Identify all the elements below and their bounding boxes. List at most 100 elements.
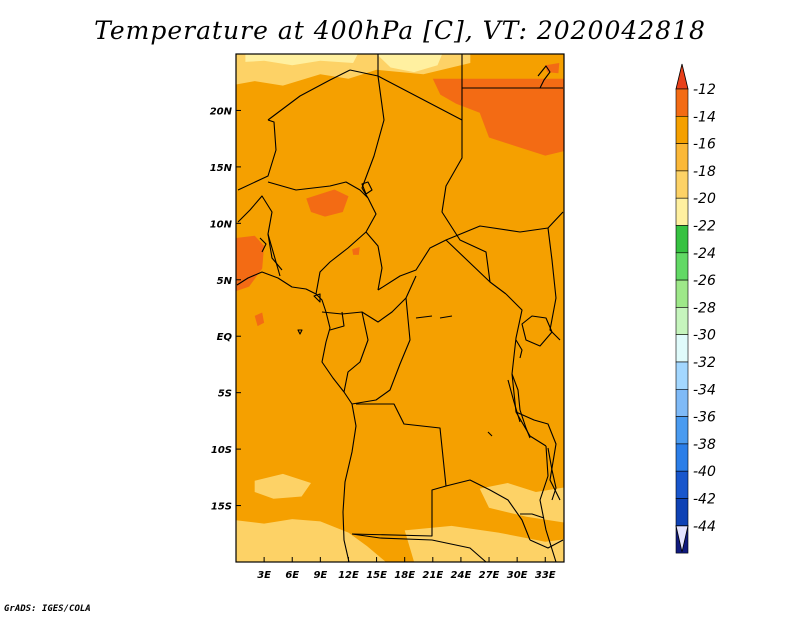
colorbar-swatch [675,143,689,172]
border-niger-chad [361,75,385,199]
colorbar-top-arrow [675,63,689,90]
x-tick-label: 15E [366,570,387,581]
colorbar-label: -42 [693,492,716,508]
y-tick-label: EQ [217,332,233,343]
border-congo [343,311,369,393]
border-tanzania [515,411,561,501]
y-tick-label: 5S [218,389,232,400]
lake-chad [361,181,373,195]
country-borders [236,54,564,563]
colorbar-label: -34 [693,382,716,398]
colorbar-label: -28 [693,300,716,316]
colorbar-bottom-arrow [675,525,689,552]
colorbar-label: -38 [693,437,716,453]
colorbar-label: -14 [693,109,716,125]
colorbar-label: -44 [693,519,716,535]
colorbar-swatch [675,170,689,199]
x-tick-label: 21E [422,570,443,581]
cool-patch-sw [254,473,311,499]
warm-speck-2 [352,247,360,255]
colorbar-label: -22 [693,219,716,235]
colorbar-swatch [675,498,689,527]
colorbar-label: -30 [693,328,716,344]
border-namibia [351,533,487,563]
coastline-west-africa [236,271,357,563]
border-angola [351,403,447,537]
colorbar-swatch [675,88,689,117]
lake-volta [259,237,267,253]
x-tick-label: 30E [507,570,528,581]
border-drc-north [351,297,411,405]
lake-victoria [521,315,553,347]
colorbar-label: -36 [693,410,716,426]
grads-credit: GrADS: IGES/COLA [4,604,91,614]
colorbar-label: -24 [693,246,716,262]
island-bioko [313,293,321,303]
border-benin-togo [267,233,281,277]
colorbar-swatch [675,443,689,472]
river-congo-marks [415,315,453,319]
temperature-field [236,54,564,562]
cool-patch-s [404,525,564,562]
colorbar-swatch [675,225,689,254]
warm-patch-ne [432,78,564,156]
y-tick-label: 20N [210,106,233,117]
warm-patch-coast [236,235,265,292]
map-axes: 3E 6E 9E 12E 15E 18E 21E 24E 27E 30E 33E 20N 15N 10N 5… [210,106,556,581]
border-west-africa-inner [237,195,283,271]
sinai-coast [537,65,551,89]
x-tick-label: 24E [451,570,472,581]
border-cameroon-chad [365,231,383,291]
x-tick-label: 18E [394,570,415,581]
colorbar-label: -40 [693,464,716,480]
border-algeria-mali [267,69,351,121]
x-tick-label: 27E [479,570,500,581]
lake-albert [515,339,523,359]
x-tick-label: 12E [338,570,359,581]
colorbar-swatch [675,388,689,417]
border-uganda-kenya [547,227,561,341]
colorbar-swatch [675,279,689,308]
colorbar-swatch [675,361,689,390]
colorbar-label: -20 [693,191,716,207]
y-tick-label: 5N [217,276,233,287]
x-tick-label: 33E [535,570,556,581]
border-mozambique [539,445,557,563]
colorbar-label: -32 [693,355,716,371]
colorbar-label: -26 [693,273,716,289]
chart-title: Temperature at 400hPa [C], VT: 202004281… [94,16,706,45]
colorbar-swatch [675,197,689,226]
border-sudan-south-sudan [445,211,564,241]
colorbar-legend: -12 -14 -16 -18 -20 -22 -24 -26 -28 -30 -32 -34 -36 -… [675,63,716,554]
cooler-patch-north [376,54,443,73]
cooler-band-north [245,54,358,66]
warm-speck-1 [254,312,265,327]
colorbar-label: -18 [693,164,716,180]
colorbar-swatch [675,252,689,281]
map-frame [235,53,565,563]
x-tick-label: 3E [257,570,271,581]
colorbar-swatch [675,116,689,144]
border-gabon [329,311,345,331]
x-tick-label: 9E [313,570,327,581]
colorbar-swatch [675,334,689,363]
border-chad-sudan [441,120,491,283]
y-tick-label: 15N [210,163,233,174]
lake-kariba [520,513,545,519]
colorbar-swatch [675,307,689,335]
island-sao-tome [297,329,303,335]
colorbar-swatch [675,470,689,499]
lake-malawi [547,447,557,501]
cool-band-south [236,519,386,562]
island-comoros [487,431,493,437]
y-tick-label: 10S [211,445,232,456]
border-zambia [445,479,531,541]
warm-patch-nigeria [306,189,349,217]
y-tick-label: 10N [210,219,233,230]
border-zimbabwe [529,539,564,549]
border-car [377,239,507,295]
border-niger-nigeria [267,181,369,199]
border-mali-burkina [237,119,277,191]
y-tick-label: 15S [211,502,232,513]
